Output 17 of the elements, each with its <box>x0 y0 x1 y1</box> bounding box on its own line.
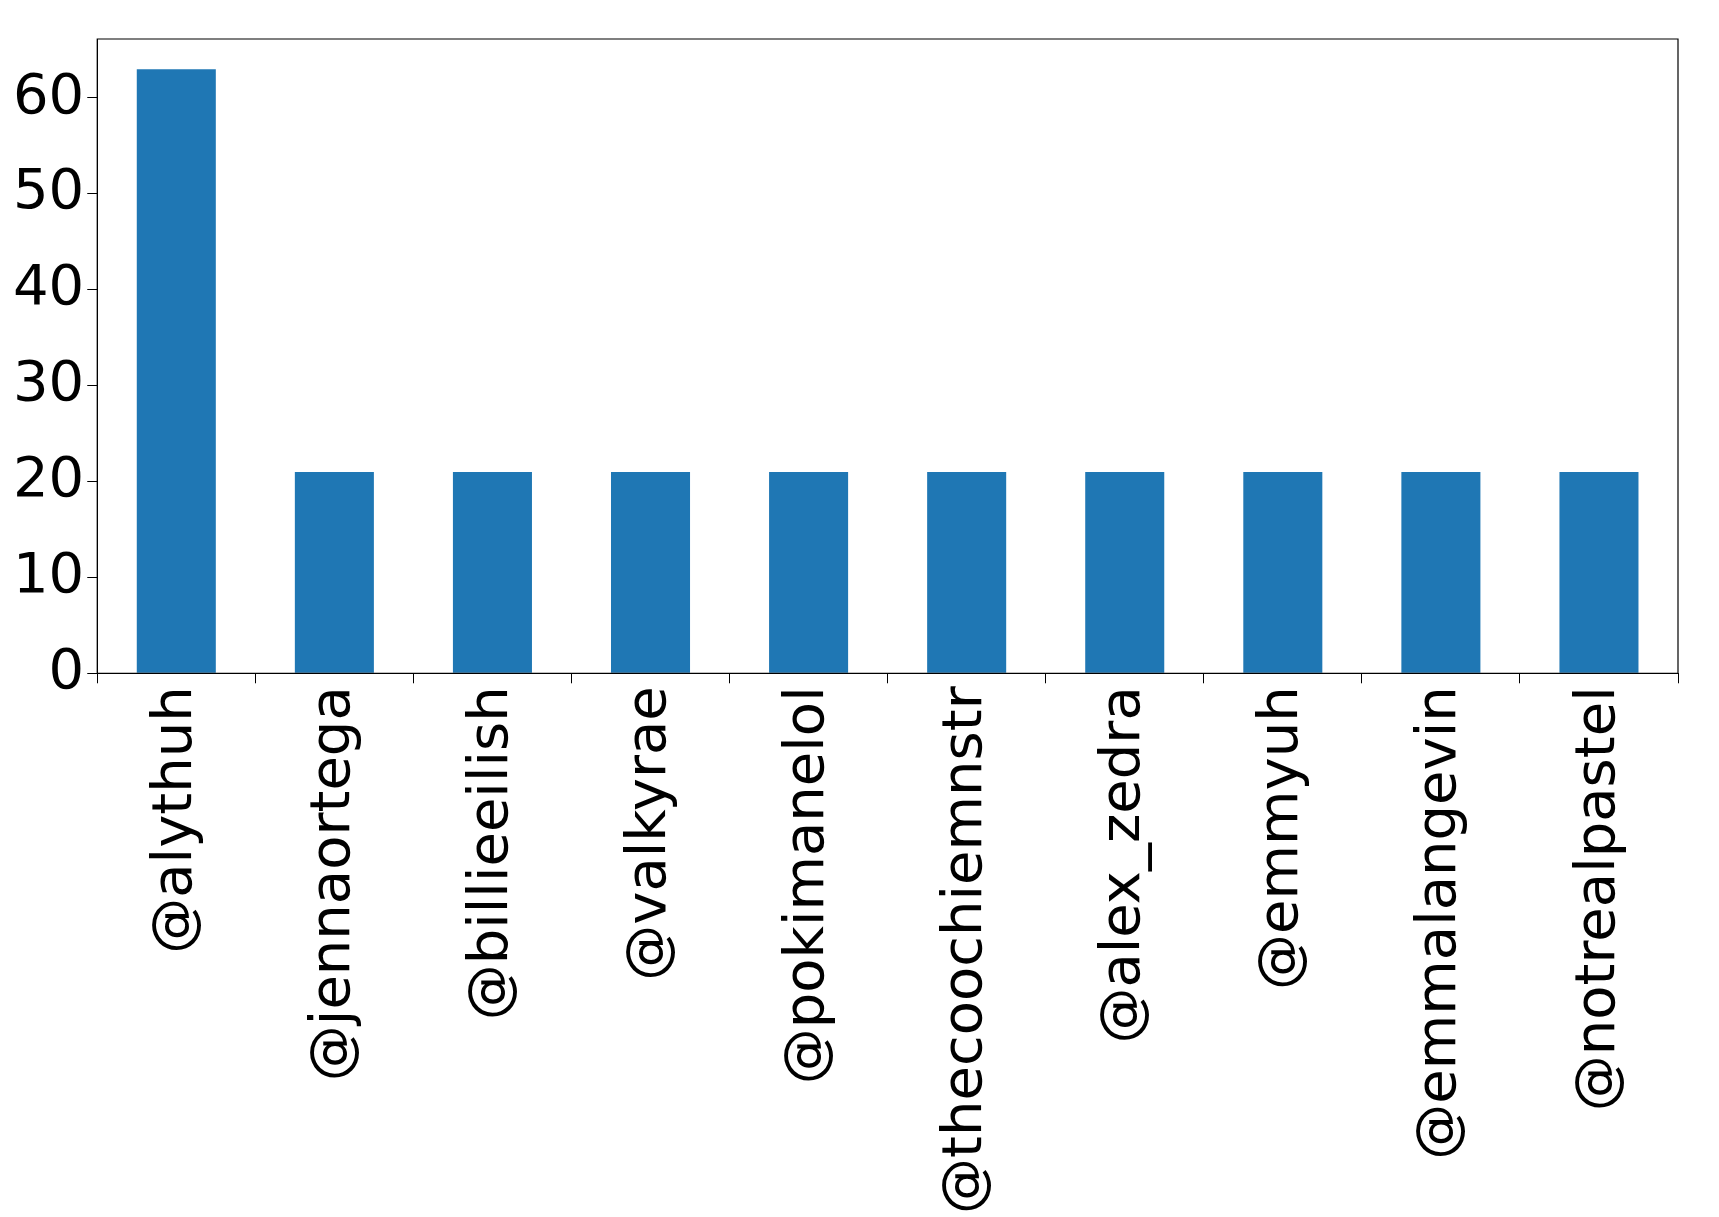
y-tick-label: 0 <box>48 635 85 701</box>
y-tick-label: 40 <box>12 252 85 318</box>
x-tick-label: @emmalangevin <box>1403 686 1469 1160</box>
x-tick-label: @jennaortega <box>296 686 362 1082</box>
y-tick-label: 20 <box>12 444 85 510</box>
x-tick-label: @valkyrae <box>613 686 679 981</box>
y-tick-label: 10 <box>12 539 85 605</box>
x-tick-label: @emmyuh <box>1245 686 1311 990</box>
x-tick-label: @pokimanelol <box>771 686 837 1085</box>
x-tick-label: @alex_zedra <box>1087 686 1153 1044</box>
y-tick-label: 60 <box>12 60 85 126</box>
x-tick-label: @alythuh <box>138 686 204 954</box>
y-tick-label: 50 <box>12 156 85 222</box>
x-tick-label: @notrealpastel <box>1561 686 1627 1112</box>
y-tick-label: 30 <box>12 348 85 414</box>
x-tick-label: @thecoochiemnstr <box>929 685 995 1215</box>
x-tick-label: @billieeilish <box>454 686 520 1021</box>
